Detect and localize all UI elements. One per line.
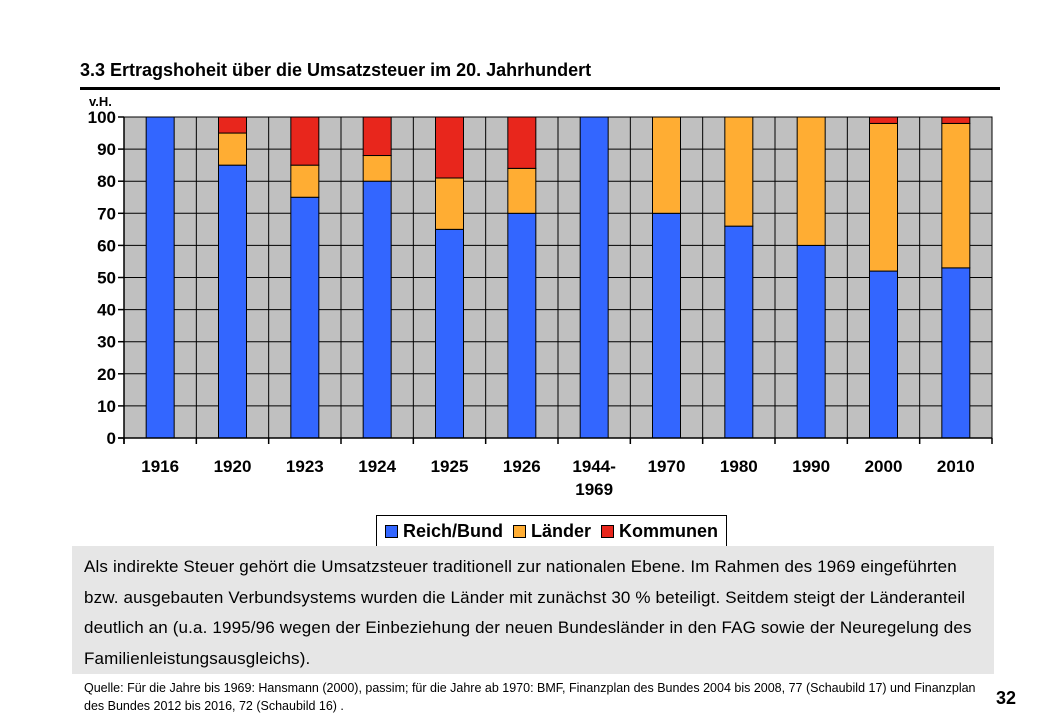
bar-segment-reich-bund-1920	[218, 164, 247, 439]
bar-segment-reich-bund-1925	[435, 228, 464, 439]
x-tick-label: 1970	[648, 457, 686, 476]
bar-segment-kommunen-1923	[290, 116, 320, 166]
x-tick-label: 1926	[503, 457, 541, 476]
legend-item-kommunen: Kommunen	[601, 521, 718, 542]
legend-label-kommunen: Kommunen	[619, 520, 719, 541]
bar-segment-kommunen-1920	[218, 116, 247, 134]
y-tick-label: 0	[107, 429, 116, 448]
bar-segment-kommunen-2000	[869, 116, 898, 124]
y-tick-label: 30	[97, 333, 116, 352]
legend-label-laender: Länder	[531, 520, 592, 541]
y-tick-label: 10	[97, 397, 116, 416]
explanation-text: Als indirekte Steuer gehört die Umsatzst…	[84, 557, 972, 668]
x-tick-label: 1969	[575, 480, 613, 499]
x-tick-label: 1924	[358, 457, 396, 476]
bar-segment-reich-bund-1924	[362, 180, 392, 439]
stacked-bar-chart: 0 10 20 30 40 50 60 70 80 90 100 1916 1920 1923 1924 19…	[88, 94, 993, 499]
bar-segment-l-nder-2000	[869, 122, 898, 272]
bar-segment-reich-bund-1970	[652, 212, 681, 439]
chart-legend: Reich/Bund Länder Kommunen	[376, 515, 728, 547]
bar-segment-l-nder-1926	[507, 167, 537, 214]
bar-segment-l-nder-1924	[362, 155, 392, 182]
y-tick-label: 100	[88, 108, 116, 127]
x-tick-label: 1916	[141, 457, 179, 476]
source-note: Quelle: Für die Jahre bis 1969: Hansmann…	[84, 681, 976, 713]
bar-segment-reich-bund-1990	[796, 244, 826, 439]
bar-segment-l-nder-2010	[941, 122, 971, 269]
y-tick-label: 70	[97, 204, 116, 223]
x-tick-label: 2010	[937, 457, 975, 476]
bar-segment-reich-bund-1916	[145, 116, 175, 439]
legend-item-reich-bund: Reich/Bund	[385, 521, 503, 542]
bar-segment-reich-bund-2000	[869, 270, 898, 439]
legend-swatch-reich-bund	[385, 524, 398, 538]
bar-segment-l-nder-1990	[796, 116, 826, 246]
x-tick-label: 1980	[720, 457, 758, 476]
y-tick-label: 90	[97, 140, 116, 159]
x-tick-label: 1923	[286, 457, 324, 476]
bar-segment-reich-bund-1923	[290, 196, 320, 439]
legend-swatch-laender	[513, 524, 527, 538]
bar-segment-l-nder-1925	[435, 177, 464, 230]
bar-segment-reich-bund-2010	[941, 267, 971, 439]
page-number: 32	[996, 688, 1017, 708]
y-tick-label: 50	[97, 269, 116, 288]
title-divider	[80, 87, 1000, 90]
x-tick-label: 1925	[431, 457, 469, 476]
x-tick-label: 1920	[214, 457, 252, 476]
bar-segment-l-nder-1980	[724, 116, 754, 227]
y-tick-label: 20	[97, 365, 116, 384]
axes: 0 10 20 30 40 50 60 70 80 90 100 1916 1920 1923 1924 19…	[88, 108, 993, 499]
bar-segment-kommunen-1925	[435, 116, 464, 179]
bar-segment-kommunen-1924	[362, 116, 392, 157]
legend-item-laender: Länder	[513, 521, 591, 542]
legend-swatch-kommunen	[601, 524, 615, 538]
x-tick-label: 2000	[865, 457, 903, 476]
y-tick-label: 40	[97, 301, 116, 320]
y-tick-label: 80	[97, 172, 116, 191]
bar-segment-l-nder-1923	[290, 164, 320, 198]
y-axis-label: v.H.	[89, 94, 112, 109]
bar-segment-reich-bund-1926	[507, 212, 537, 439]
legend-label-reich-bund: Reich/Bund	[403, 520, 504, 541]
page-title: 3.3 Ertragshoheit über die Umsatzsteuer …	[80, 60, 592, 80]
bar-segment-reich-bund-1980	[724, 225, 754, 439]
x-tick-label: 1944-	[572, 457, 615, 476]
y-tick-label: 60	[97, 236, 116, 255]
bar-segment-l-nder-1970	[652, 116, 681, 214]
bar-segment-kommunen-1926	[507, 116, 537, 169]
x-tick-label: 1990	[792, 457, 830, 476]
bars	[145, 116, 971, 439]
bar-segment-l-nder-1920	[218, 132, 247, 166]
explanation-text-box: Als indirekte Steuer gehört die Umsatzst…	[72, 546, 994, 674]
bar-segment-kommunen-2010	[941, 116, 971, 124]
bar-segment-reich-bund-1944-1969	[579, 116, 609, 439]
